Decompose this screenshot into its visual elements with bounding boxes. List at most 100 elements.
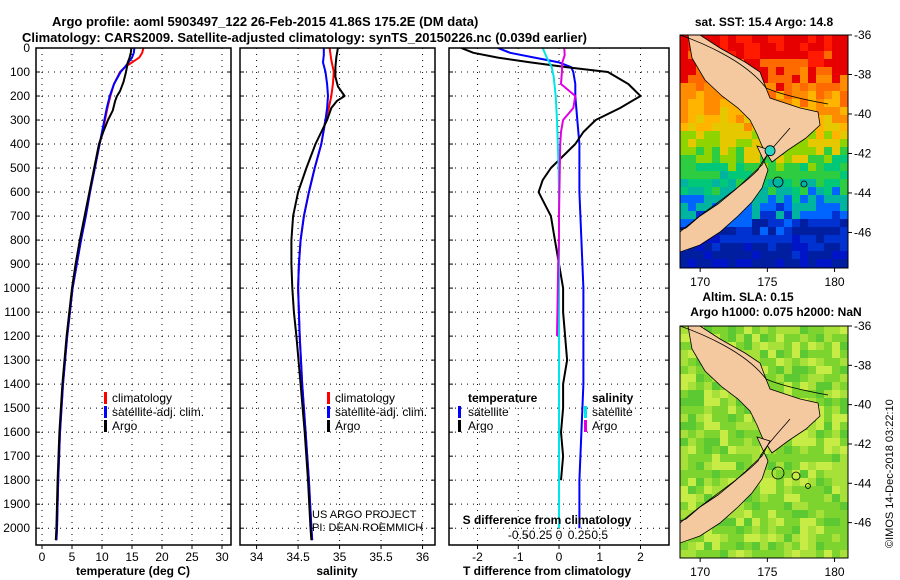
map-cell [784,390,792,398]
map-cell [744,43,752,51]
map-cell [752,251,760,259]
map-cell [832,382,840,390]
salinity-legend: climatology satellite-adj. clim. Argo [327,391,427,433]
map-cell [688,430,696,438]
map-cell [840,478,848,486]
map-cell [720,163,728,171]
map-cell [808,51,816,59]
map-cell [816,382,824,390]
map-cell [776,155,784,163]
map-cell [744,414,752,422]
pressure-tick-label: 700 [10,209,30,223]
map-cell [760,195,768,203]
map-cell [792,147,800,155]
map-cell [728,235,736,243]
difference-panel: -2 -1 0 1 2 S difference from climatology -0… [448,47,670,578]
map-cell [704,550,712,558]
map-cell [824,382,832,390]
map-cell [688,470,696,478]
map-cell [800,502,808,510]
map-cell [776,542,784,550]
map-cell [832,155,840,163]
map-cell [704,438,712,446]
map-cell [736,326,744,334]
pressure-tick-label: 0 [23,41,30,55]
map-cell [728,406,736,414]
map-cell [840,502,848,510]
x-tick-label: 34.5 [286,550,310,564]
map-cell [808,203,816,211]
pressure-tick-label: 1500 [3,401,30,415]
map-cell [720,243,728,251]
map-cell [720,422,728,430]
map-cell [832,259,840,267]
map-cell [784,550,792,558]
pressure-tick-label: 1800 [3,473,30,487]
map-cell [680,163,688,171]
map-cell [816,454,824,462]
map-cell [792,227,800,235]
map-cell [680,59,688,67]
credit-pi: PI: DEAN ROEMMICH [312,522,423,534]
map-cell [696,75,704,83]
map-cell [688,131,696,139]
map-cell [752,350,760,358]
map-cell [784,243,792,251]
sst-map-axes: 170 175 180 -36 -38 -40 -42 -44 -46 [690,28,872,289]
map-cell [808,486,816,494]
map-cell [800,243,808,251]
map-cell [744,251,752,259]
map-cell [688,542,696,550]
map-cell [736,430,744,438]
map-cell [728,251,736,259]
map-cell [760,227,768,235]
map-cell [696,259,704,267]
map-cell [736,422,744,430]
sla-map-subtitle: Argo h1000: 0.075 h2000: NaN [690,305,861,319]
map-cell [696,203,704,211]
map-cell [808,334,816,342]
map-cell [728,243,736,251]
map-cell [840,550,848,558]
map-cell [776,350,784,358]
map-cell [840,390,848,398]
map-cell [824,99,832,107]
map-cell [816,195,824,203]
sst-land [680,35,829,253]
map-cell [840,179,848,187]
map-cell [784,195,792,203]
map-cell [728,334,736,342]
map-cell [768,542,776,550]
map-cell [840,227,848,235]
map-cell [688,107,696,115]
map-cell [816,502,824,510]
map-cell [816,123,824,131]
map-cell [840,163,848,171]
map-cell [696,462,704,470]
map-cell [808,35,816,43]
map-cell [744,235,752,243]
map-cell [760,334,768,342]
map-cell [800,342,808,350]
map-cell [704,187,712,195]
map-cell [792,219,800,227]
map-cell [712,534,720,542]
map-cell [760,187,768,195]
map-cell [752,326,760,334]
map-cell [800,91,808,99]
map-cell [832,526,840,534]
map-cell [768,342,776,350]
map-cell [816,139,824,147]
map-cell [704,171,712,179]
map-cell [824,115,832,123]
map-cell [824,259,832,267]
map-cell [832,75,840,83]
map-cell [792,342,800,350]
map-cell [800,179,808,187]
map-cell [680,350,688,358]
map-cell [768,478,776,486]
map-cell [800,526,808,534]
map-cell [768,550,776,558]
map-cell [808,195,816,203]
map-cell [736,534,744,542]
